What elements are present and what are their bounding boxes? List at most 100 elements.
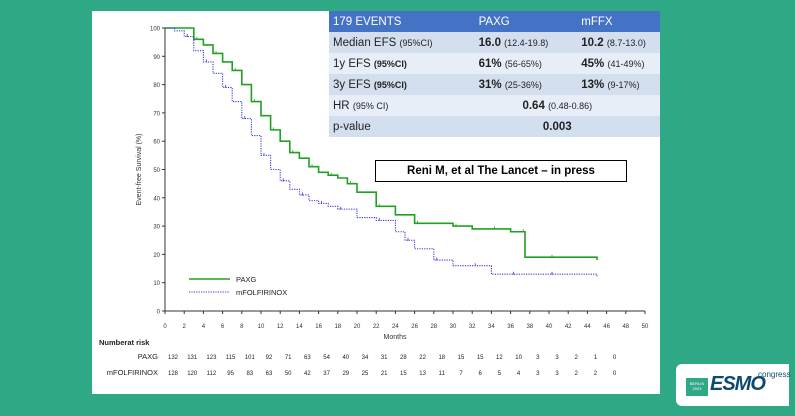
table-row: Median EFS (95%CI) 16.0 (12.4-19.8) 10.2…	[329, 32, 660, 53]
row-label-ci: (95%CI)	[373, 58, 407, 69]
row-label: p-value	[333, 120, 371, 133]
x-tick-label: 22	[373, 324, 380, 330]
p-value: 0.003	[542, 120, 572, 133]
risk-value: 3	[555, 371, 559, 377]
y-tick-label: 80	[153, 83, 160, 89]
risk-value: 83	[246, 371, 253, 377]
mffx-ci: (8.7-13.0)	[606, 37, 646, 48]
risk-value: 54	[323, 355, 330, 361]
x-tick-label: 0	[163, 324, 167, 330]
logo-city-box: BERLIN 2023	[686, 378, 708, 396]
y-tick-label: 90	[153, 55, 160, 61]
y-tick-label: 20	[153, 253, 160, 259]
risk-value: 3	[536, 355, 540, 361]
risk-value: 4	[517, 371, 521, 377]
risk-value: 34	[362, 355, 369, 361]
logo-city: BERLIN	[689, 381, 705, 386]
risk-value: 12	[496, 355, 503, 361]
risk-value: 92	[266, 355, 273, 361]
legend-label: mFOLFIRINOX	[236, 288, 287, 297]
logo-year: 2023	[692, 386, 702, 391]
x-tick-label: 34	[488, 324, 495, 330]
risk-value: 15	[458, 355, 465, 361]
logo-congress: congress	[758, 370, 791, 379]
x-tick-label: 24	[392, 324, 399, 330]
risk-value: 123	[206, 355, 217, 361]
mffx-ci: (9-17%)	[607, 79, 640, 90]
risk-row-label: mFOLFIRINOX	[107, 368, 158, 377]
row-label: Median EFS	[333, 36, 397, 49]
risk-value: 2	[575, 371, 579, 377]
row-label: 3y EFS	[333, 78, 371, 91]
risk-value: 120	[187, 371, 198, 377]
x-tick-label: 40	[546, 324, 553, 330]
mffx-value: 10.2	[581, 36, 604, 49]
series-group	[165, 27, 598, 278]
series-line-paxg	[165, 27, 598, 261]
y-tick-label: 60	[153, 140, 160, 146]
esmo-logo: BERLIN 2023 ESMO congress	[676, 364, 791, 406]
row-label-ci: (95% CI)	[352, 100, 389, 111]
risk-value: 15	[400, 371, 407, 377]
logo-brand: ESMO	[710, 373, 766, 395]
risk-value: 25	[362, 371, 369, 377]
risk-value: 50	[285, 371, 292, 377]
table-row: HR (95% CI) 0.64 (0.48-0.86)	[329, 95, 660, 116]
efs-summary-table: 179 EVENTS PAXG mFFX Median EFS (95%CI) …	[329, 11, 660, 137]
y-tick-label: 40	[153, 196, 160, 202]
row-label-ci: (95%CI)	[399, 37, 433, 48]
risk-value: 63	[304, 355, 311, 361]
risk-value: 128	[168, 371, 179, 377]
risk-value: 21	[381, 371, 388, 377]
x-tick-label: 44	[584, 324, 591, 330]
risk-value: 31	[381, 355, 388, 361]
x-tick-label: 38	[526, 324, 533, 330]
x-tick-label: 48	[622, 324, 629, 330]
paxg-ci: (25-36%)	[504, 79, 542, 90]
x-tick-label: 8	[240, 324, 244, 330]
x-tick-label: 6	[221, 324, 225, 330]
x-tick-label: 42	[565, 324, 572, 330]
risk-value: 2	[575, 355, 579, 361]
header-events: 179 EVENTS	[329, 11, 451, 32]
paxg-value: 16.0	[478, 36, 501, 49]
x-tick-label: 4	[202, 324, 206, 330]
y-tick-label: 10	[153, 281, 160, 287]
x-tick-label: 46	[603, 324, 610, 330]
risk-value: 3	[555, 355, 559, 361]
risk-value: 18	[438, 355, 445, 361]
y-tick-label: 70	[153, 111, 160, 117]
risk-value: 131	[187, 355, 198, 361]
risk-value: 42	[304, 371, 311, 377]
risk-value: 5	[498, 371, 502, 377]
hr-value: 0.64	[522, 99, 545, 112]
risk-value: 115	[226, 355, 236, 361]
risk-value: 40	[342, 355, 349, 361]
y-tick-label: 100	[150, 27, 161, 33]
risk-value: 1	[594, 355, 598, 361]
x-tick-label: 10	[258, 324, 265, 330]
header-mffx: mFFX	[565, 11, 660, 32]
x-tick-label: 20	[354, 324, 361, 330]
paxg-value: 31%	[478, 78, 502, 91]
risk-value: 11	[439, 371, 446, 377]
risk-value: 10	[515, 355, 522, 361]
x-tick-label: 30	[450, 324, 457, 330]
x-tick-label: 16	[315, 324, 322, 330]
table-row: 3y EFS (95%CI) 31% (25-36%) 13% (9-17%)	[329, 74, 660, 95]
x-axis-label: Months	[384, 334, 407, 341]
risk-value: 132	[168, 355, 179, 361]
legend: PAXG mFOLFIRINOX	[189, 275, 287, 297]
mffx-ci: (41-49%)	[607, 58, 645, 69]
risk-value: 7	[459, 371, 463, 377]
table-header-row: 179 EVENTS PAXG mFFX	[329, 11, 660, 32]
risk-value: 3	[536, 371, 540, 377]
risk-table-header: Numberat risk	[99, 338, 150, 347]
risk-value: 13	[419, 371, 426, 377]
paxg-ci: (56-65%)	[504, 58, 542, 69]
x-tick-label: 28	[430, 324, 437, 330]
header-paxg: PAXG	[450, 11, 566, 32]
x-tick-label: 14	[296, 324, 303, 330]
risk-value: 6	[479, 371, 483, 377]
